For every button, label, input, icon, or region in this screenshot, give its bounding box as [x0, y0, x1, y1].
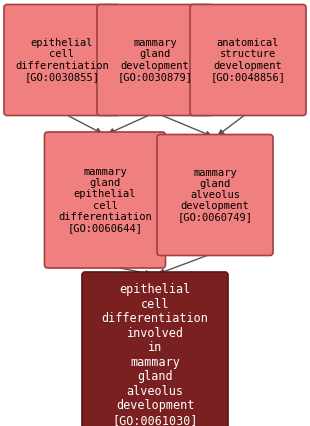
FancyBboxPatch shape	[45, 132, 166, 268]
FancyBboxPatch shape	[97, 5, 213, 115]
FancyBboxPatch shape	[157, 135, 273, 256]
FancyBboxPatch shape	[82, 272, 228, 426]
Text: mammary
gland
epithelial
cell
differentiation
[GO:0060644]: mammary gland epithelial cell differenti…	[58, 167, 152, 233]
Text: epithelial
cell
differentiation
[GO:0030855]: epithelial cell differentiation [GO:0030…	[15, 38, 109, 82]
FancyBboxPatch shape	[4, 5, 120, 115]
FancyBboxPatch shape	[190, 5, 306, 115]
Text: epithelial
cell
differentiation
involved
in
mammary
gland
alveolus
development
[: epithelial cell differentiation involved…	[102, 283, 208, 426]
Text: anatomical
structure
development
[GO:0048856]: anatomical structure development [GO:004…	[210, 38, 286, 82]
Text: mammary
gland
alveolus
development
[GO:0060749]: mammary gland alveolus development [GO:0…	[178, 167, 253, 222]
Text: mammary
gland
development
[GO:0030879]: mammary gland development [GO:0030879]	[117, 38, 193, 82]
